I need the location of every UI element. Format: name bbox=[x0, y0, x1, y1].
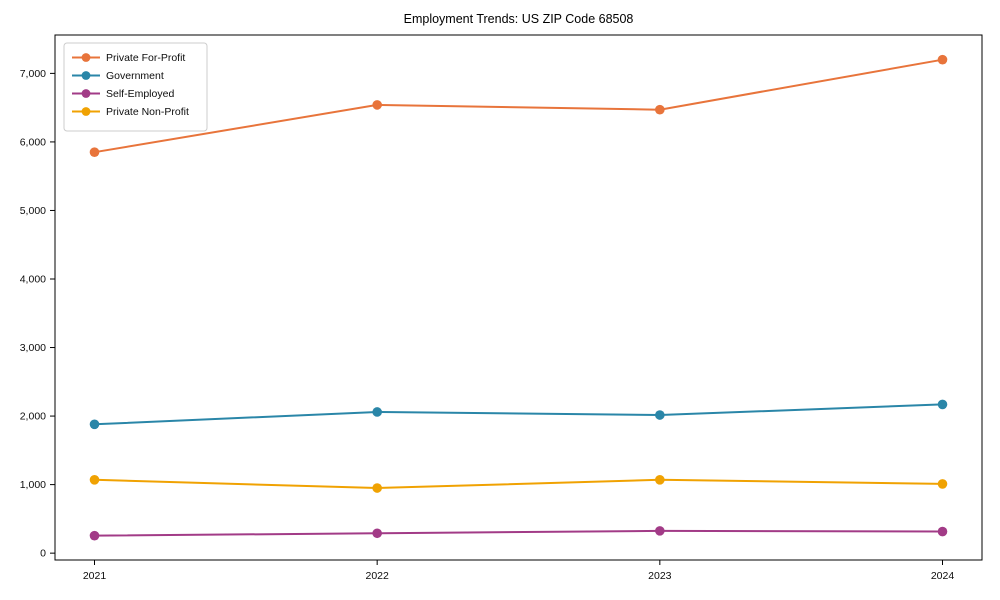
series-marker-private-non-profit bbox=[89, 475, 100, 485]
series-line-private-for-profit bbox=[93, 58, 944, 154]
series-marker-private-for-profit bbox=[655, 104, 665, 115]
plot-spines bbox=[54, 34, 983, 561]
series-marker-government bbox=[937, 399, 948, 410]
chart-title: Employment Trends: US ZIP Code 68508 bbox=[404, 12, 634, 26]
y-tick-label: 1,000 bbox=[20, 479, 46, 491]
plot-area: 0 1,000 2,000 3,000 4,000 5,000 6,000 7,000 2021… bbox=[20, 34, 983, 582]
series-marker-self-employed bbox=[937, 526, 948, 537]
series-marker-self-employed bbox=[372, 528, 382, 539]
series-marker-private-for-profit bbox=[372, 100, 382, 110]
legend-swatch-marker-private-for-profit bbox=[81, 53, 91, 62]
legend-label-government: Government bbox=[106, 70, 164, 82]
series-marker-private-for-profit bbox=[89, 147, 100, 157]
legend-swatch-marker-self-employed bbox=[81, 89, 91, 98]
y-tick-label: 7,000 bbox=[20, 68, 46, 80]
legend-swatch-marker-private-non-profit bbox=[81, 107, 91, 116]
legend-box bbox=[63, 42, 208, 132]
y-tick-label: 6,000 bbox=[20, 137, 46, 149]
series-line-private-non-profit bbox=[93, 478, 944, 490]
x-tick-label: 2022 bbox=[365, 570, 389, 582]
y-tick-label: 3,000 bbox=[20, 342, 46, 354]
series-marker-government bbox=[89, 419, 100, 430]
series-marker-government bbox=[655, 410, 665, 420]
x-tick-label: 2021 bbox=[83, 570, 107, 582]
series-marker-government bbox=[372, 407, 382, 417]
series-marker-private-for-profit bbox=[937, 54, 948, 65]
y-tick-label: 0 bbox=[40, 548, 46, 560]
legend-label-private-non-profit: Private Non-Profit bbox=[106, 106, 189, 118]
series-marker-self-employed bbox=[89, 530, 100, 541]
series-line-government bbox=[93, 403, 944, 426]
series-marker-private-non-profit bbox=[937, 479, 948, 489]
series-line-self-employed bbox=[93, 529, 944, 537]
y-tick-label: 2,000 bbox=[20, 411, 46, 423]
legend-label-private-for-profit: Private For-Profit bbox=[106, 52, 185, 64]
legend-label-self-employed: Self-Employed bbox=[106, 88, 174, 100]
legend-swatch-marker-government bbox=[81, 71, 91, 80]
series-marker-self-employed bbox=[655, 526, 665, 536]
y-tick-label: 4,000 bbox=[20, 274, 46, 286]
y-tick-label: 5,000 bbox=[20, 205, 46, 217]
x-tick-label: 2023 bbox=[648, 570, 672, 582]
series-marker-private-non-profit bbox=[655, 475, 665, 485]
x-tick-label: 2024 bbox=[931, 570, 955, 582]
series-marker-private-non-profit bbox=[372, 483, 382, 493]
